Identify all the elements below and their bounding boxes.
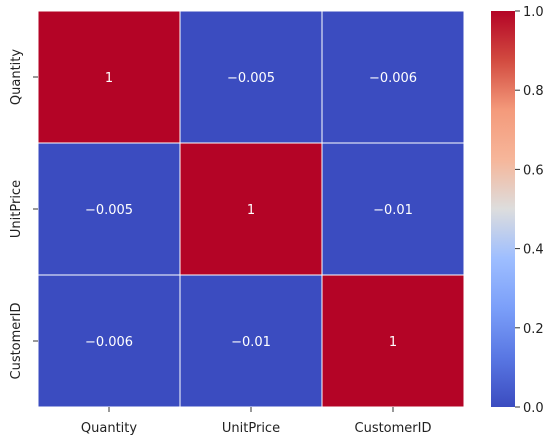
colorbar-tick-label: 0.2 [523, 322, 544, 337]
heatmap-cell [37, 10, 181, 144]
y-axis: Quantity UnitPrice CustomerID [9, 49, 38, 380]
cell-annotation: −0.005 [227, 71, 275, 86]
colorbar-tick-label: 1.0 [523, 5, 544, 20]
x-axis: Quantity UnitPrice CustomerID [81, 407, 432, 436]
x-tick-label: Quantity [81, 421, 137, 436]
cell-annotation: 1 [389, 335, 397, 350]
heatmap-cell [37, 142, 181, 276]
cell-annotation: −0.01 [373, 203, 413, 218]
cell-annotation: 1 [105, 71, 113, 86]
colorbar-tick-label: 0.8 [523, 84, 544, 99]
x-tick-label: CustomerID [355, 421, 432, 436]
colorbar-tick-label: 0.0 [523, 401, 544, 416]
cell-annotation: 1 [247, 203, 255, 218]
colorbar-tick-label: 0.6 [523, 163, 544, 178]
cell-annotations: 1 −0.005 −0.006 −0.005 1 −0.01 −0.006 −0.01 1 [85, 71, 417, 350]
cell-annotation: −0.005 [85, 203, 133, 218]
cell-annotation: −0.006 [85, 335, 133, 350]
cell-annotation: −0.01 [231, 335, 271, 350]
x-tick-label: UnitPrice [222, 421, 280, 436]
y-tick-label: UnitPrice [9, 180, 24, 238]
heatmap-cell [179, 10, 323, 144]
colorbar-tick-label: 0.4 [523, 243, 544, 258]
y-tick-label: Quantity [9, 49, 24, 105]
heatmap-cell [321, 142, 465, 276]
heatmap-cells [37, 10, 465, 408]
colorbar-gradient [491, 11, 515, 407]
heatmap-cell [179, 142, 323, 276]
heatmap-cell [179, 274, 323, 408]
heatmap-cell [321, 10, 465, 144]
cell-annotation: −0.006 [369, 71, 417, 86]
colorbar: 0.0 0.2 0.4 0.6 0.8 1.0 [491, 5, 544, 416]
y-tick-label: CustomerID [9, 303, 24, 380]
